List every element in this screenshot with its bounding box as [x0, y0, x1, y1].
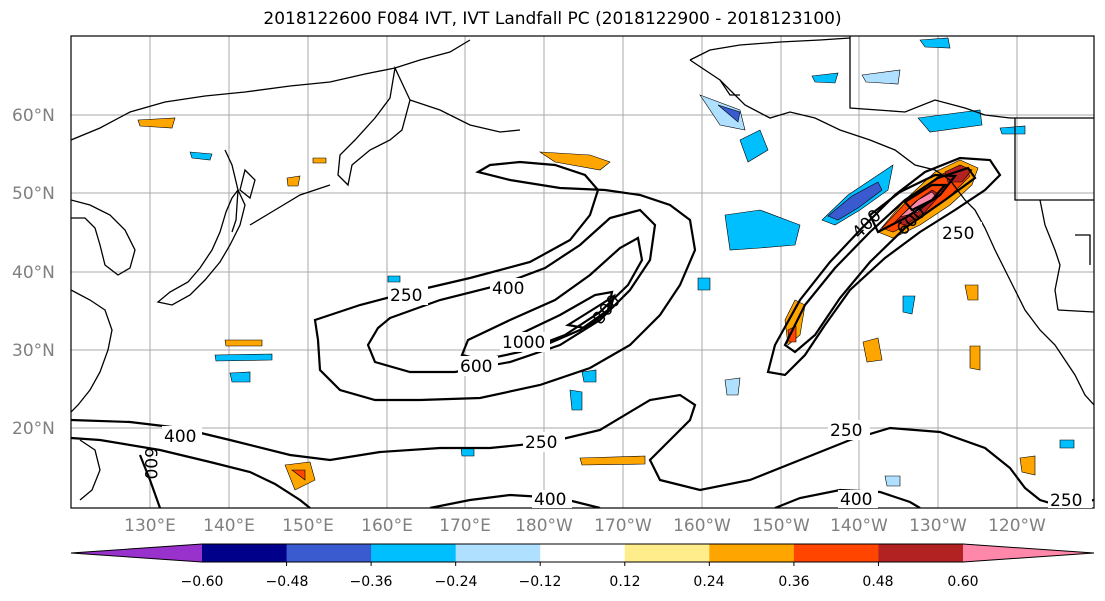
colorbar-segment — [202, 544, 288, 562]
contour-label: 400 — [534, 490, 566, 510]
lat-label: 40°N — [12, 263, 55, 283]
colorbar-segment — [455, 544, 541, 562]
contour-label: 400 — [840, 490, 872, 510]
colorbar-tick-label: −0.48 — [266, 574, 309, 590]
map-border — [70, 35, 1095, 509]
contour-label: 1000 — [502, 333, 545, 353]
lon-label: 150°W — [752, 516, 810, 536]
colorbar-tick-label: −0.12 — [519, 574, 562, 590]
contour-label: 600 — [460, 357, 492, 377]
colorbar-segment — [540, 544, 626, 562]
colorbar-segment — [371, 544, 457, 562]
lon-label: 160°E — [361, 516, 413, 536]
colorbar-tick-label: −0.36 — [350, 574, 393, 590]
colorbar-tick-label: −0.24 — [435, 574, 478, 590]
contour-label: 250 — [942, 224, 974, 244]
lon-label: 130°W — [909, 516, 967, 536]
lon-label: 170°E — [439, 516, 491, 536]
lon-label: 140°E — [203, 516, 255, 536]
lon-label: 130°E — [124, 516, 176, 536]
pc-shading — [137, 37, 1075, 491]
colorbar-tick-label: 0.48 — [862, 574, 893, 590]
colorbar-tick-label: −0.60 — [181, 574, 224, 590]
colorbar-segment — [286, 544, 372, 562]
contour-label: 600 — [140, 447, 160, 479]
colorbar-outline — [70, 543, 1095, 563]
coastlines — [71, 36, 1094, 501]
lon-label: 180°W — [515, 516, 573, 536]
colorbar-labels: −0.60 −0.48 −0.36 −0.24 −0.12 0.12 0.24 … — [181, 574, 979, 590]
lat-labels: 60°N 50°N 40°N 30°N 20°N — [12, 106, 55, 439]
contour-label: 400 — [164, 427, 196, 447]
lon-label: 160°W — [673, 516, 731, 536]
lat-label: 50°N — [12, 184, 55, 204]
lon-label: 150°E — [282, 516, 334, 536]
colorbar — [70, 543, 1095, 566]
map-title: 2018122600 F084 IVT, IVT Landfall PC (20… — [263, 9, 842, 29]
colorbar-segment — [624, 544, 710, 562]
lon-label: 120°W — [988, 516, 1046, 536]
lon-label: 170°W — [594, 516, 652, 536]
contour-label: 250 — [390, 286, 422, 306]
colorbar-tick-label: 0.12 — [609, 574, 640, 590]
colorbar-tick-label: 0.24 — [693, 574, 724, 590]
contour-label: 400 — [492, 279, 524, 299]
colorbar-segment — [793, 544, 879, 562]
lon-labels: 130°E 140°E 150°E 160°E 170°E 180°W 170°… — [124, 516, 1046, 536]
lat-label: 20°N — [12, 419, 55, 439]
contour-label: 250 — [1050, 491, 1082, 511]
lat-label: 60°N — [12, 106, 55, 126]
lon-label: 140°W — [830, 516, 888, 536]
contour-label: 250 — [525, 433, 557, 453]
colorbar-extend-high — [963, 544, 1094, 562]
colorbar-segment — [709, 544, 795, 562]
colorbar-tick-label: 0.60 — [947, 574, 978, 590]
lat-label: 30°N — [12, 341, 55, 361]
contour-label: 250 — [830, 421, 862, 441]
graticule — [71, 36, 1094, 508]
colorbar-tick-label: 0.36 — [778, 574, 809, 590]
colorbar-segment — [878, 544, 964, 562]
colorbar-extend-low — [71, 544, 202, 562]
